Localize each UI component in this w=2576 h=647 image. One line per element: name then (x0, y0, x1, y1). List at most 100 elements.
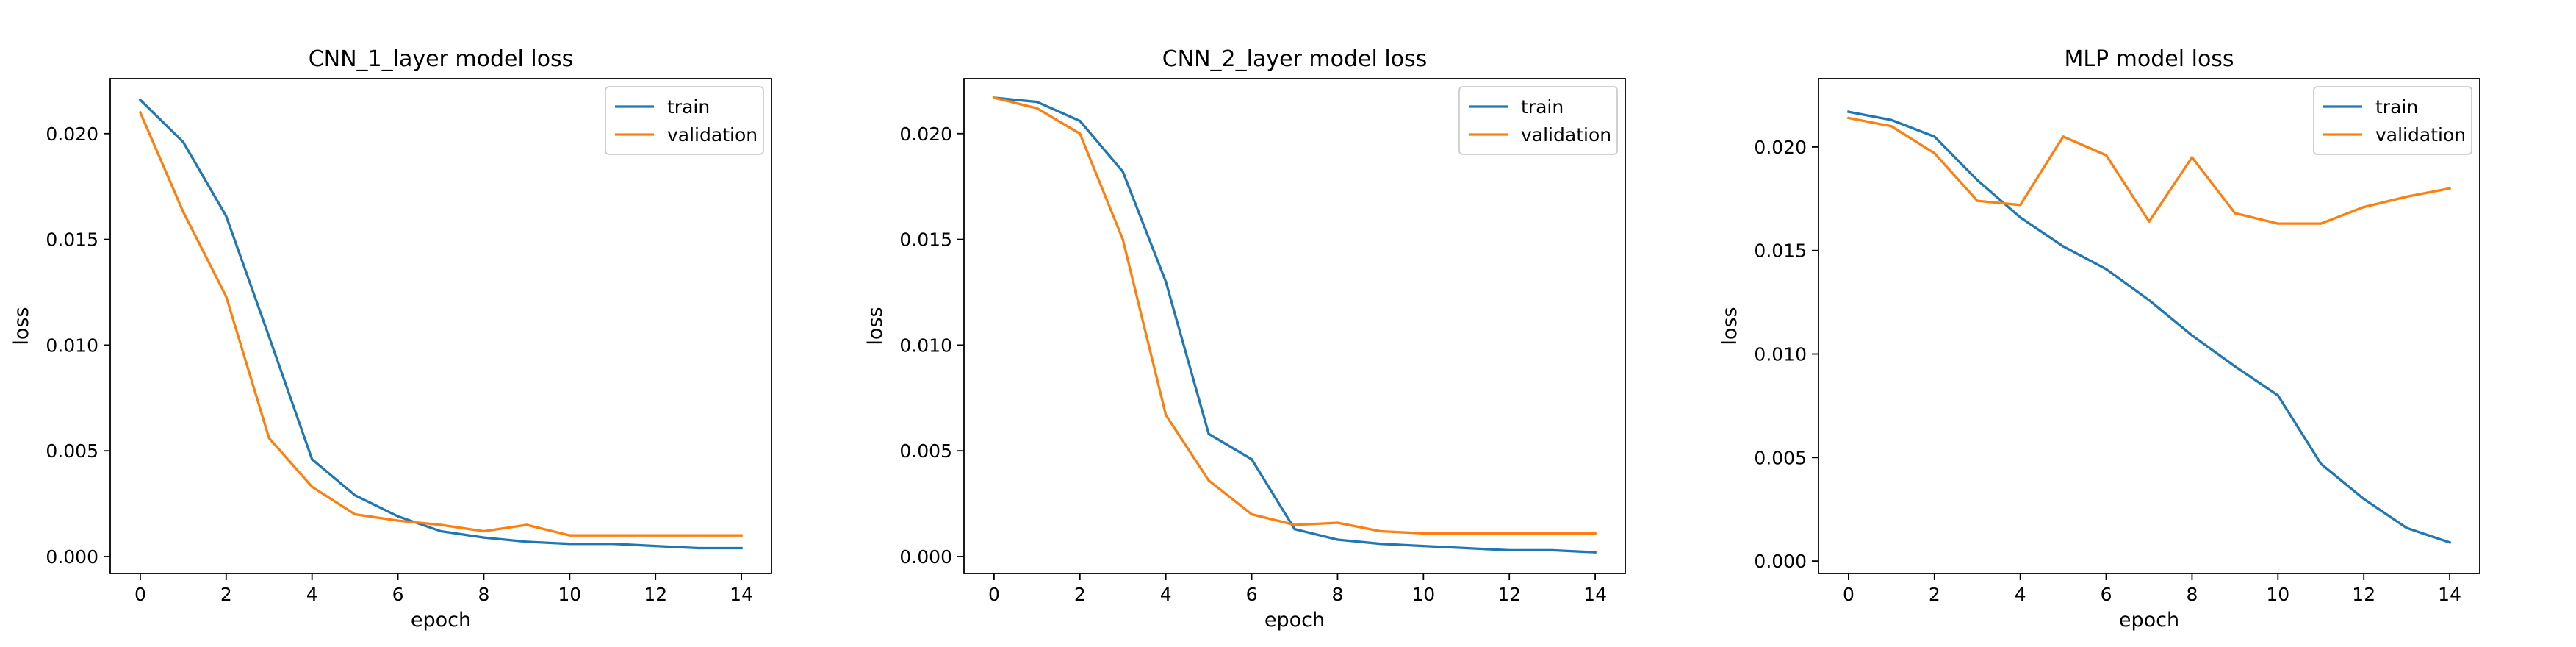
data-point-validation-3 (1121, 238, 1124, 241)
data-point-train-12 (654, 545, 657, 548)
series-line-train (993, 96, 1597, 554)
data-point-validation-4 (311, 485, 314, 488)
data-point-train-13 (697, 546, 700, 550)
data-point-train-13 (2406, 526, 2408, 529)
data-point-validation-12 (2362, 206, 2365, 209)
data-point-validation-10 (1422, 532, 1425, 535)
data-point-train-11 (2320, 462, 2323, 465)
data-point-train-8 (2190, 334, 2193, 337)
data-point-train-1 (1890, 118, 1893, 121)
data-point-validation-11 (611, 534, 614, 537)
data-point-validation-8 (2190, 156, 2193, 159)
data-point-train-8 (482, 536, 486, 539)
data-point-validation-2 (225, 295, 228, 298)
y-tick-label: 0.015 (899, 229, 952, 251)
y-tick-label: 0.005 (899, 440, 952, 462)
x-tick-label: 0 (988, 584, 1000, 605)
data-point-validation-5 (1207, 479, 1210, 482)
x-axis-label: epoch (2119, 609, 2179, 632)
x-tick-label: 6 (2101, 584, 2112, 605)
y-tick-label: 0.000 (1754, 551, 1807, 572)
data-point-validation-14 (740, 534, 743, 537)
data-point-validation-12 (1508, 532, 1511, 535)
data-point-train-2 (225, 215, 228, 218)
chart-panel-3: MLP model loss 0 2 4 6 8 10 12 14 0.000 0.005 0.010… (1719, 46, 2480, 632)
x-tick-label: 14 (2438, 584, 2461, 605)
data-point-validation-9 (1379, 529, 1382, 533)
x-axis-label: epoch (411, 609, 471, 632)
x-tick-label: 14 (730, 584, 753, 605)
data-point-train-7 (439, 529, 442, 533)
legend-box (1458, 86, 1618, 155)
x-tick-label: 2 (1929, 584, 1940, 605)
x-tick-label: 4 (306, 584, 318, 605)
x-tick-label: 10 (2266, 584, 2289, 605)
x-tick-label: 12 (1497, 584, 1521, 605)
data-point-validation-11 (2320, 222, 2323, 225)
data-point-validation-10 (568, 534, 571, 537)
data-point-validation-5 (2062, 135, 2065, 138)
data-point-validation-14 (2448, 187, 2451, 190)
data-point-train-8 (1336, 538, 1339, 541)
data-point-train-2 (1933, 135, 1936, 138)
data-point-train-10 (2276, 394, 2279, 397)
data-point-train-11 (1465, 546, 1468, 550)
y-tick-label: 0.010 (899, 335, 952, 356)
x-tick-label: 12 (644, 584, 667, 605)
data-point-validation-7 (1293, 523, 1296, 526)
data-point-train-11 (611, 543, 614, 546)
x-tick-label: 2 (220, 584, 232, 605)
data-point-train-10 (1422, 545, 1425, 548)
legend: train validation (2313, 86, 2472, 155)
data-point-validation-0 (993, 96, 996, 99)
plot-area-frame (109, 78, 772, 574)
x-tick-label: 10 (558, 584, 581, 605)
data-point-train-3 (1976, 179, 1979, 182)
legend-box (2313, 86, 2472, 155)
data-point-train-6 (2105, 268, 2108, 271)
legend-label-validation: validation (667, 124, 758, 146)
x-tick-label: 8 (1331, 584, 1343, 605)
data-point-validation-6 (1251, 512, 1253, 516)
data-point-validation-3 (1976, 199, 1979, 202)
data-point-train-6 (397, 515, 400, 518)
y-tick-label: 0.020 (46, 124, 98, 145)
y-axis-label: loss (864, 307, 887, 345)
y-axis-label: loss (10, 307, 33, 345)
y-tick-label: 0.005 (1754, 447, 1807, 468)
data-point-train-14 (1594, 551, 1597, 554)
series-line-train (138, 98, 743, 550)
y-tick-label: 0.015 (46, 229, 98, 251)
x-tick-label: 4 (2015, 584, 2026, 605)
x-tick-label: 2 (1074, 584, 1086, 605)
data-point-validation-3 (267, 437, 270, 440)
x-tick-label: 12 (2352, 584, 2375, 605)
x-tick-label: 0 (1843, 584, 1854, 605)
series-line-validation (138, 110, 743, 537)
data-point-train-12 (1508, 548, 1511, 552)
data-point-train-1 (181, 140, 184, 143)
data-point-train-0 (1847, 110, 1850, 113)
data-point-validation-13 (697, 534, 700, 537)
chart-panel-1: CNN_1_layer model loss 0 2 4 6 8 10 12 14 0.000 0.… (10, 46, 772, 632)
data-point-train-1 (1035, 101, 1038, 104)
plot-area-frame (1818, 78, 2480, 574)
data-point-validation-4 (1165, 413, 1168, 416)
data-point-train-4 (2019, 216, 2022, 219)
data-point-validation-2 (1933, 151, 1936, 154)
series-line-train (1846, 110, 2452, 544)
legend-label-train: train (2375, 96, 2418, 118)
data-point-train-7 (1293, 528, 1296, 531)
x-tick-label: 8 (478, 584, 489, 605)
plot-area-frame (963, 78, 1626, 574)
legend-label-validation: validation (2375, 124, 2466, 146)
y-tick-label: 0.020 (899, 124, 952, 145)
legend-label-train: train (667, 96, 710, 118)
data-point-train-0 (139, 99, 142, 101)
data-point-validation-9 (2234, 212, 2237, 215)
y-tick-label: 0.005 (46, 440, 98, 462)
data-point-train-13 (1551, 548, 1554, 552)
data-point-validation-14 (1594, 532, 1597, 535)
data-point-validation-8 (1336, 521, 1339, 524)
